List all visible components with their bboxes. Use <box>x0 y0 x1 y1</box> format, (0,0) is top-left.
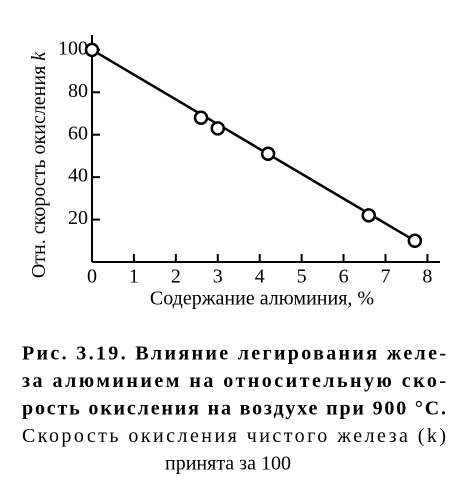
x-tick-label: 4 <box>255 266 265 288</box>
x-tick-label: 8 <box>422 266 432 288</box>
data-point <box>361 208 376 223</box>
x-axis-label: Содержание алюминия, % <box>150 288 374 310</box>
caption-line: рость окисления на воздухе при 900 °C. <box>22 398 446 420</box>
data-point <box>84 42 100 58</box>
x-tick-label: 3 <box>213 266 223 288</box>
y-tick-label: 40 <box>68 165 88 187</box>
x-tick-label: 6 <box>339 266 349 288</box>
caption-line: Скорость окисления чистого железа (k) <box>22 425 446 447</box>
caption-line: Рис. 3.19. Влияние легирования желе- <box>22 343 446 365</box>
data-point <box>407 233 423 249</box>
x-tick-label: 5 <box>297 266 307 288</box>
x-tick-label: 0 <box>87 266 97 288</box>
data-point <box>210 121 226 136</box>
data-point <box>193 110 209 125</box>
y-tick-label: 100 <box>58 37 88 59</box>
y-axis-label-text: Отн. скорость окисления <box>28 66 50 278</box>
y-axis-label: Отн. скорость окисления k <box>28 51 50 278</box>
x-tick-label: 1 <box>129 266 139 288</box>
y-tick-label: 20 <box>68 207 88 229</box>
caption-line: за алюминием на относительную ско- <box>22 370 446 392</box>
y-tick-label: 60 <box>68 122 88 144</box>
trend-line <box>91 48 416 242</box>
x-tick-label: 2 <box>171 266 181 288</box>
data-point <box>260 146 276 162</box>
y-axis-label-symbol: k <box>28 51 50 61</box>
y-tick-label: 80 <box>68 80 88 102</box>
caption-line: принята за 100 <box>165 453 291 475</box>
x-tick-label: 7 <box>380 266 390 288</box>
